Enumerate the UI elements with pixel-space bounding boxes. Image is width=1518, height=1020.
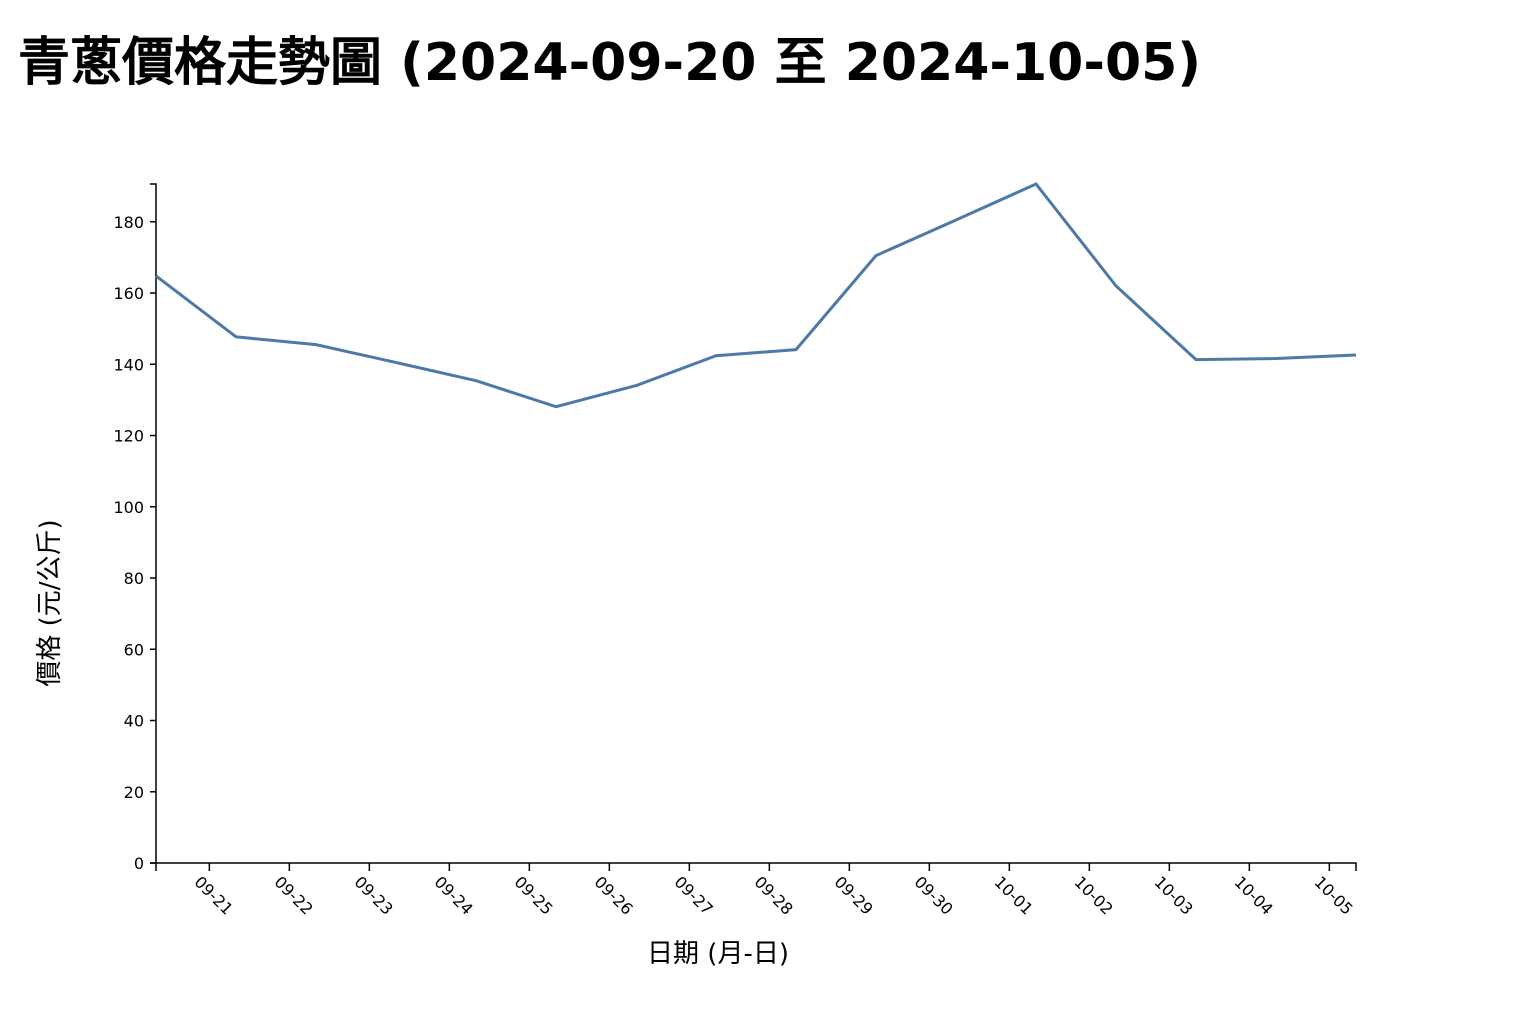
x-tick-label: 10-03 [1151, 872, 1197, 918]
y-tick-label: 80 [124, 569, 144, 588]
x-tick-label: 09-25 [511, 872, 557, 918]
y-tick-label: 0 [134, 854, 144, 873]
x-tick-label: 09-21 [191, 872, 237, 918]
y-tick-label: 100 [113, 498, 144, 517]
x-axis [155, 862, 1357, 871]
x-tick-label: 09-28 [751, 872, 797, 918]
x-tick-label: 10-02 [1071, 872, 1117, 918]
y-axis [150, 183, 157, 864]
y-tick-label: 40 [124, 712, 144, 731]
y-axis-label: 價格 (元/公斤) [35, 519, 65, 686]
line [155, 182, 1357, 409]
x-tick-label: 09-26 [591, 872, 637, 918]
x-tick-label: 09-27 [671, 872, 717, 918]
x-tick-label: 10-05 [1311, 872, 1357, 918]
y-tick-label: 160 [113, 284, 144, 303]
x-tick-label: 09-29 [831, 872, 877, 918]
x-tick-label: 10-04 [1231, 872, 1277, 918]
chart-title: 青蔥價格走勢圖 (2024-09-20 至 2024-10-05) [18, 33, 1201, 93]
x-tick-label: 09-22 [271, 872, 317, 918]
y-tick-label: 20 [124, 783, 144, 802]
x-tick-label: 09-24 [431, 872, 477, 918]
x-tick-label: 09-23 [351, 872, 397, 918]
y-tick-label: 180 [113, 213, 144, 232]
x-axis-label: 日期 (月-日) [647, 939, 789, 969]
y-tick-label: 140 [113, 355, 144, 374]
y-tick-label: 60 [124, 640, 144, 659]
y-tick-label: 120 [113, 427, 144, 446]
x-tick-label: 10-01 [991, 872, 1037, 918]
x-tick-label: 09-30 [911, 872, 957, 918]
